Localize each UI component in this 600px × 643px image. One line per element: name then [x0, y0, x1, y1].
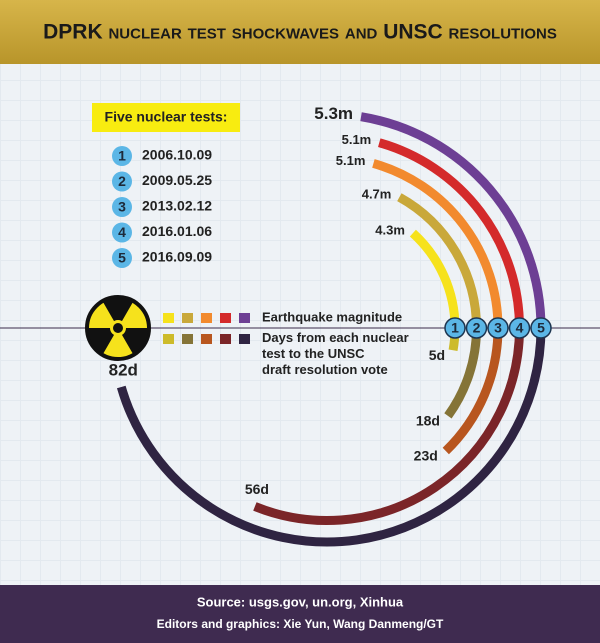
list-badge	[112, 248, 132, 268]
test-badge	[444, 317, 466, 339]
legend-swatch	[220, 334, 231, 344]
legend-swatch	[220, 313, 231, 323]
legend-label: Days from each nuclear test to the UNSC dr…	[262, 330, 409, 377]
test-badge	[508, 317, 531, 339]
test-badge	[487, 317, 509, 339]
magnitude-arc	[378, 138, 524, 329]
radiation-icon	[85, 295, 151, 361]
list-badge-number: 5	[118, 250, 126, 266]
magnitude-label: 5.1m	[336, 153, 366, 168]
chart-title: DPRK nuclear test shockwaves and UNSC re…	[43, 21, 557, 44]
source: Source: usgs.gov, un.org, Xinhua	[197, 594, 404, 609]
days-label: 82d	[109, 360, 138, 379]
list-badge	[112, 171, 132, 192]
legend-swatch	[182, 313, 193, 323]
legend-label: Earthquake magnitude	[262, 309, 402, 324]
legend-swatch	[182, 334, 193, 344]
magnitude-label: 5.1m	[342, 132, 372, 147]
magnitude-arc	[372, 159, 503, 329]
legend-swatch	[239, 334, 250, 344]
days-label: 5d	[429, 347, 445, 363]
list-badge	[112, 197, 132, 217]
days-arc	[253, 327, 524, 525]
legend-swatch	[201, 334, 212, 344]
list-badge-number: 1	[118, 148, 126, 164]
test-date: 2016.09.09	[142, 249, 212, 265]
header-bar	[0, 0, 600, 64]
test-badge-number: 3	[494, 320, 502, 336]
test-date: 2006.10.09	[142, 147, 212, 163]
magnitude-label: 5.3m	[314, 104, 353, 123]
days-label: 23d	[414, 448, 438, 464]
footer-bar	[0, 585, 600, 643]
test-badge-number: 4	[516, 320, 524, 336]
list-badge-number: 3	[118, 199, 126, 215]
test-date: 2016.01.06	[142, 223, 212, 239]
magnitude-label: 4.7m	[362, 187, 392, 202]
credits: Editors and graphics: Xie Yun, Wang Danm…	[157, 617, 444, 631]
test-badge-number: 1	[451, 320, 459, 336]
days-arc	[116, 327, 546, 547]
magnitude-label: 4.3m	[375, 223, 405, 238]
list-badge	[112, 146, 132, 166]
list-badge	[112, 222, 132, 243]
magnitude-arc	[397, 193, 481, 329]
test-badge-number: 2	[473, 320, 481, 336]
legend-title: Five nuclear tests:	[105, 109, 228, 125]
test-badge	[465, 317, 488, 339]
days-label: 18d	[416, 413, 440, 429]
legend-swatch	[201, 313, 212, 323]
legend-swatch	[163, 334, 174, 344]
test-date: 2013.02.12	[142, 198, 212, 214]
list-badge-number: 4	[118, 224, 126, 240]
test-badge	[530, 317, 552, 339]
days-arc	[442, 327, 503, 455]
list-badge-number: 2	[118, 173, 126, 189]
test-badge-number: 5	[537, 320, 545, 336]
magnitude-arc	[409, 229, 460, 329]
legend-title-box	[92, 103, 240, 132]
legend-swatch	[239, 313, 250, 323]
test-date: 2009.05.25	[142, 172, 212, 188]
legend-swatch	[163, 313, 174, 323]
magnitude-arc	[360, 112, 546, 329]
days-label: 56d	[245, 481, 269, 497]
